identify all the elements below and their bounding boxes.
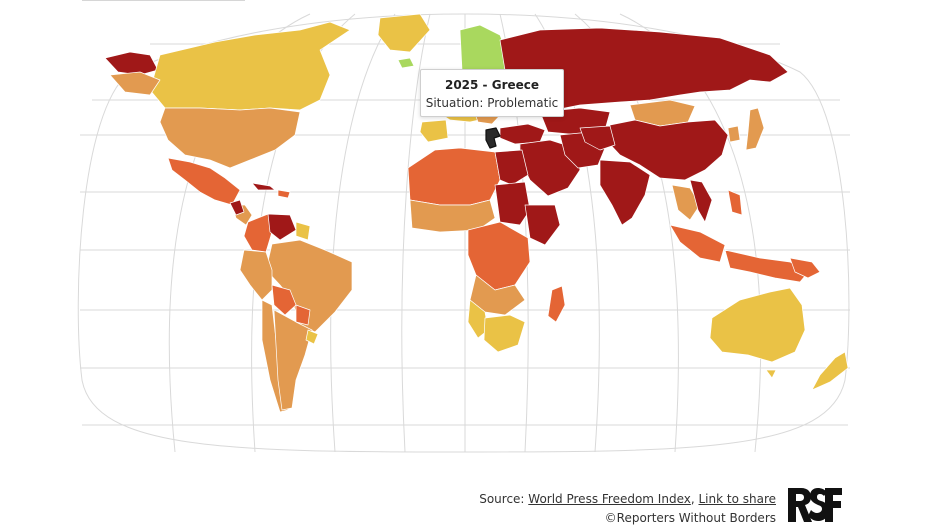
share-link[interactable]: Link to share [698,492,776,506]
country-iceland[interactable] [397,57,415,69]
country-australia[interactable] [709,287,806,363]
country-sudan[interactable] [494,181,531,226]
country-chile[interactable] [261,299,289,413]
country-uruguay[interactable] [305,329,319,345]
world-map-svg [77,13,850,453]
countries [104,13,849,413]
country-china[interactable] [605,119,729,181]
country-korea[interactable] [727,125,741,143]
country-indonesia-east[interactable] [724,249,811,283]
tooltip-situation-value: Problematic [487,96,559,110]
tooltip-country: Greece [491,78,540,92]
country-usa-west[interactable] [109,71,161,96]
country-argentina[interactable] [273,309,313,411]
country-guianas[interactable] [295,221,311,241]
country-paraguay[interactable] [295,304,311,326]
country-greenland[interactable] [377,13,431,53]
country-canada[interactable] [149,21,351,111]
world-map [77,13,850,453]
country-indonesia-west[interactable] [669,224,726,263]
country-greece[interactable] [485,127,501,149]
source-line: Source: World Press Freedom Index, Link … [479,490,776,509]
country-new-zealand[interactable] [811,351,849,391]
rsf-logo [788,488,842,522]
country-alaska[interactable] [104,51,159,76]
country-central-asia[interactable] [579,125,616,151]
tooltip-title: 2025 - Greece [421,78,563,92]
country-philippines[interactable] [727,189,743,216]
tooltip-situation-label: Situation: [425,96,488,110]
top-divider [82,0,245,1]
country-horn-of-africa[interactable] [524,204,561,246]
country-iberia[interactable] [419,119,449,143]
country-madagascar[interactable] [547,285,566,323]
map-footer: Source: World Press Freedom Index, Link … [479,490,776,528]
country-png[interactable] [789,257,821,279]
source-prefix: Source: [479,492,529,506]
country-south-africa[interactable] [483,314,526,353]
country-sahel[interactable] [409,199,496,233]
country-usa[interactable] [159,107,301,169]
copyright-text: ©Reporters Without Borders [604,511,776,525]
country-venezuela[interactable] [267,213,297,241]
source-comma: , [690,492,699,506]
tooltip-separator: - [478,78,492,92]
source-link[interactable]: World Press Freedom Index [528,492,691,506]
country-japan[interactable] [745,107,765,151]
country-india[interactable] [599,159,651,226]
country-namibia[interactable] [467,299,489,339]
tooltip-situation: Situation: Problematic [421,96,563,110]
country-tasmania[interactable] [765,369,777,379]
country-bolivia[interactable] [271,284,297,316]
meridian-4 [401,13,431,453]
rsf-logo-f [825,488,842,522]
country-southeast-asia[interactable] [671,184,701,221]
meridian-3 [330,13,396,453]
country-vietnam[interactable] [689,179,713,223]
rsf-logo-r [788,488,812,522]
country-caribbean[interactable] [277,189,291,199]
country-tooltip: 2025 - Greece Situation: Problematic [420,69,564,117]
country-egypt[interactable] [494,149,529,186]
rsf-logo-s [808,488,829,521]
country-cuba[interactable] [251,182,276,191]
country-turkey[interactable] [499,123,546,145]
country-north-africa[interactable] [407,147,501,206]
tooltip-year: 2025 [444,78,479,92]
country-brazil[interactable] [265,239,353,333]
country-nicaragua[interactable] [229,199,245,216]
country-peru[interactable] [239,249,273,301]
